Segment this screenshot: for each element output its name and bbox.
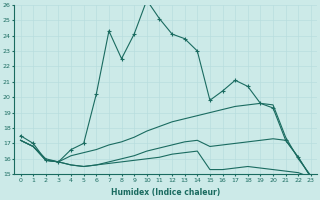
X-axis label: Humidex (Indice chaleur): Humidex (Indice chaleur) bbox=[111, 188, 220, 197]
